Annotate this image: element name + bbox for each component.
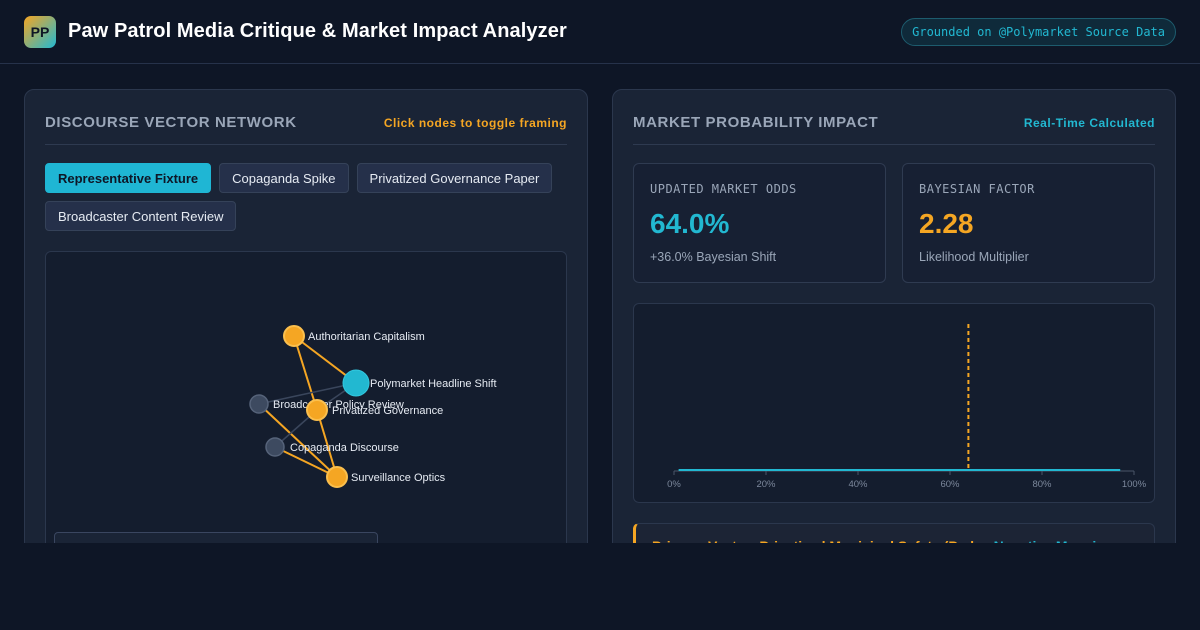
- node-label-polymarket: Polymarket Headline Shift: [370, 378, 497, 390]
- tab-representative-fixture[interactable]: Representative Fixture: [45, 163, 212, 193]
- scenario-tabs: Representative Fixture Copaganda Spike P…: [45, 163, 575, 231]
- x-tick-label: 20%: [756, 479, 776, 490]
- market-odds-shift: +36.0% Bayesian Shift: [650, 250, 777, 264]
- x-tick-label: 80%: [1032, 479, 1052, 490]
- edge-privatized-surveillance: [316, 409, 338, 478]
- edge-broadcaster-polymarket: [258, 382, 357, 405]
- edge-copaganda-surveillance: [274, 446, 338, 478]
- node-polymarket-headline-shift[interactable]: Polymarket Headline Shift: [342, 369, 497, 397]
- network-panel-header: DISCOURSE VECTOR NETWORK Click nodes to …: [45, 112, 567, 145]
- network-graph: Authoritarian Capitalism Polymarket Head…: [45, 251, 567, 558]
- tab-broadcaster-content-review[interactable]: Broadcaster Content Review: [45, 201, 237, 231]
- market-odds-value: 64.0%: [650, 208, 730, 239]
- node-surveillance-optics[interactable]: Surveillance Optics: [326, 466, 446, 488]
- node-privatized-governance[interactable]: Privatized Governance: [306, 399, 443, 421]
- node-label-copaganda: Copaganda Discourse: [290, 442, 399, 454]
- market-panel-hint: Real-Time Calculated: [1023, 116, 1155, 130]
- page-footer-area: [0, 543, 1200, 630]
- bayesian-factor-sub: Likelihood Multiplier: [919, 250, 1029, 264]
- node-label-broadcaster: Broadcaster Policy Review: [273, 399, 404, 411]
- node-copaganda-discourse[interactable]: Copaganda Discourse: [265, 437, 399, 457]
- node-label-authoritarian: Authoritarian Capitalism: [308, 331, 425, 343]
- tab-privatized-governance-paper[interactable]: Privatized Governance Paper: [356, 163, 553, 193]
- probability-chart: 0% 20% 40% 60% 80% 100%: [633, 303, 1155, 503]
- network-graph-canvas: Authoritarian Capitalism Polymarket Head…: [249, 325, 497, 488]
- app-header: PP Paw Patrol Media Critique & Market Im…: [0, 0, 1200, 64]
- node-authoritarian-capitalism[interactable]: Authoritarian Capitalism: [283, 325, 425, 347]
- app-logo: PP: [24, 16, 56, 48]
- market-odds-card: UPDATED MARKET ODDS 64.0% +36.0% Bayesia…: [633, 163, 886, 283]
- edge-authoritarian-privatized: [293, 335, 318, 411]
- market-panel-title: MARKET PROBABILITY IMPACT: [633, 114, 879, 131]
- x-tick-label: 40%: [848, 479, 868, 490]
- x-tick-label: 60%: [940, 479, 960, 490]
- bayesian-factor-card: BAYESIAN FACTOR 2.28 Likelihood Multipli…: [902, 163, 1155, 283]
- network-panel-hint: Click nodes to toggle framing: [383, 116, 567, 130]
- discourse-network-panel: DISCOURSE VECTOR NETWORK Click nodes to …: [24, 89, 588, 559]
- tab-copaganda-spike[interactable]: Copaganda Spike: [219, 163, 349, 193]
- market-impact-panel: MARKET PROBABILITY IMPACT Real-Time Calc…: [612, 89, 1176, 559]
- x-tick-label: 0%: [667, 479, 681, 490]
- probability-chart-canvas: 0% 20% 40% 60% 80% 100%: [667, 324, 1147, 490]
- edge-broadcaster-surveillance: [258, 403, 338, 478]
- node-label-privatized: Privatized Governance: [332, 405, 443, 417]
- x-tick-label: 100%: [1122, 479, 1147, 490]
- app-title: Paw Patrol Media Critique & Market Impac…: [68, 20, 567, 42]
- source-badge: Grounded on @Polymarket Source Data: [901, 18, 1176, 46]
- bayesian-factor-value: 2.28: [919, 208, 974, 239]
- node-label-surveillance: Surveillance Optics: [351, 472, 446, 484]
- node-broadcaster-policy-review[interactable]: Broadcaster Policy Review: [249, 394, 404, 414]
- network-panel-title: DISCOURSE VECTOR NETWORK: [45, 114, 297, 131]
- market-panel-header: MARKET PROBABILITY IMPACT Real-Time Calc…: [633, 112, 1155, 145]
- bayesian-factor-label: BAYESIAN FACTOR: [919, 182, 1035, 196]
- market-odds-label: UPDATED MARKET ODDS: [650, 182, 797, 196]
